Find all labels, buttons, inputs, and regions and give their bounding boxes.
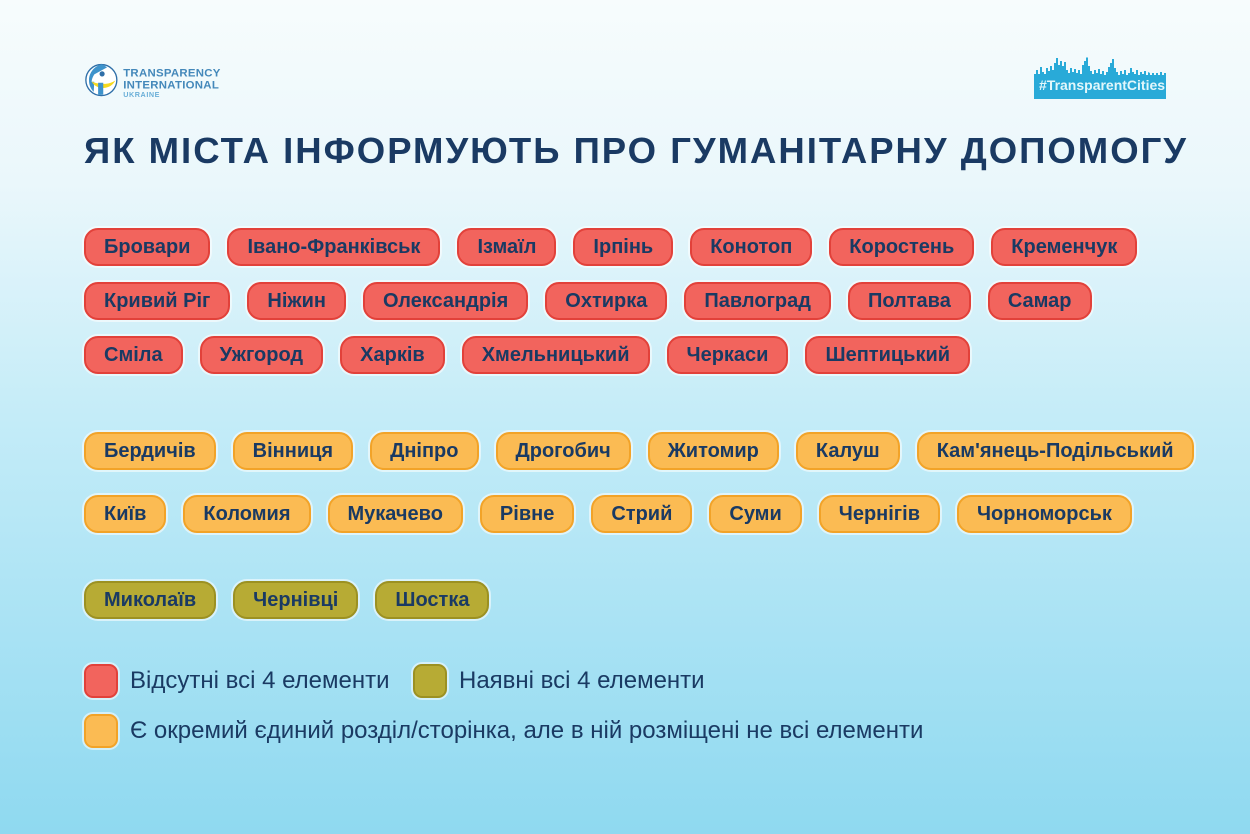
svg-text:UKRAINE: UKRAINE [123,90,160,99]
svg-text:#TransparentCities: #TransparentCities [1039,77,1165,93]
svg-text:TRANSPARENCY: TRANSPARENCY [123,67,221,79]
